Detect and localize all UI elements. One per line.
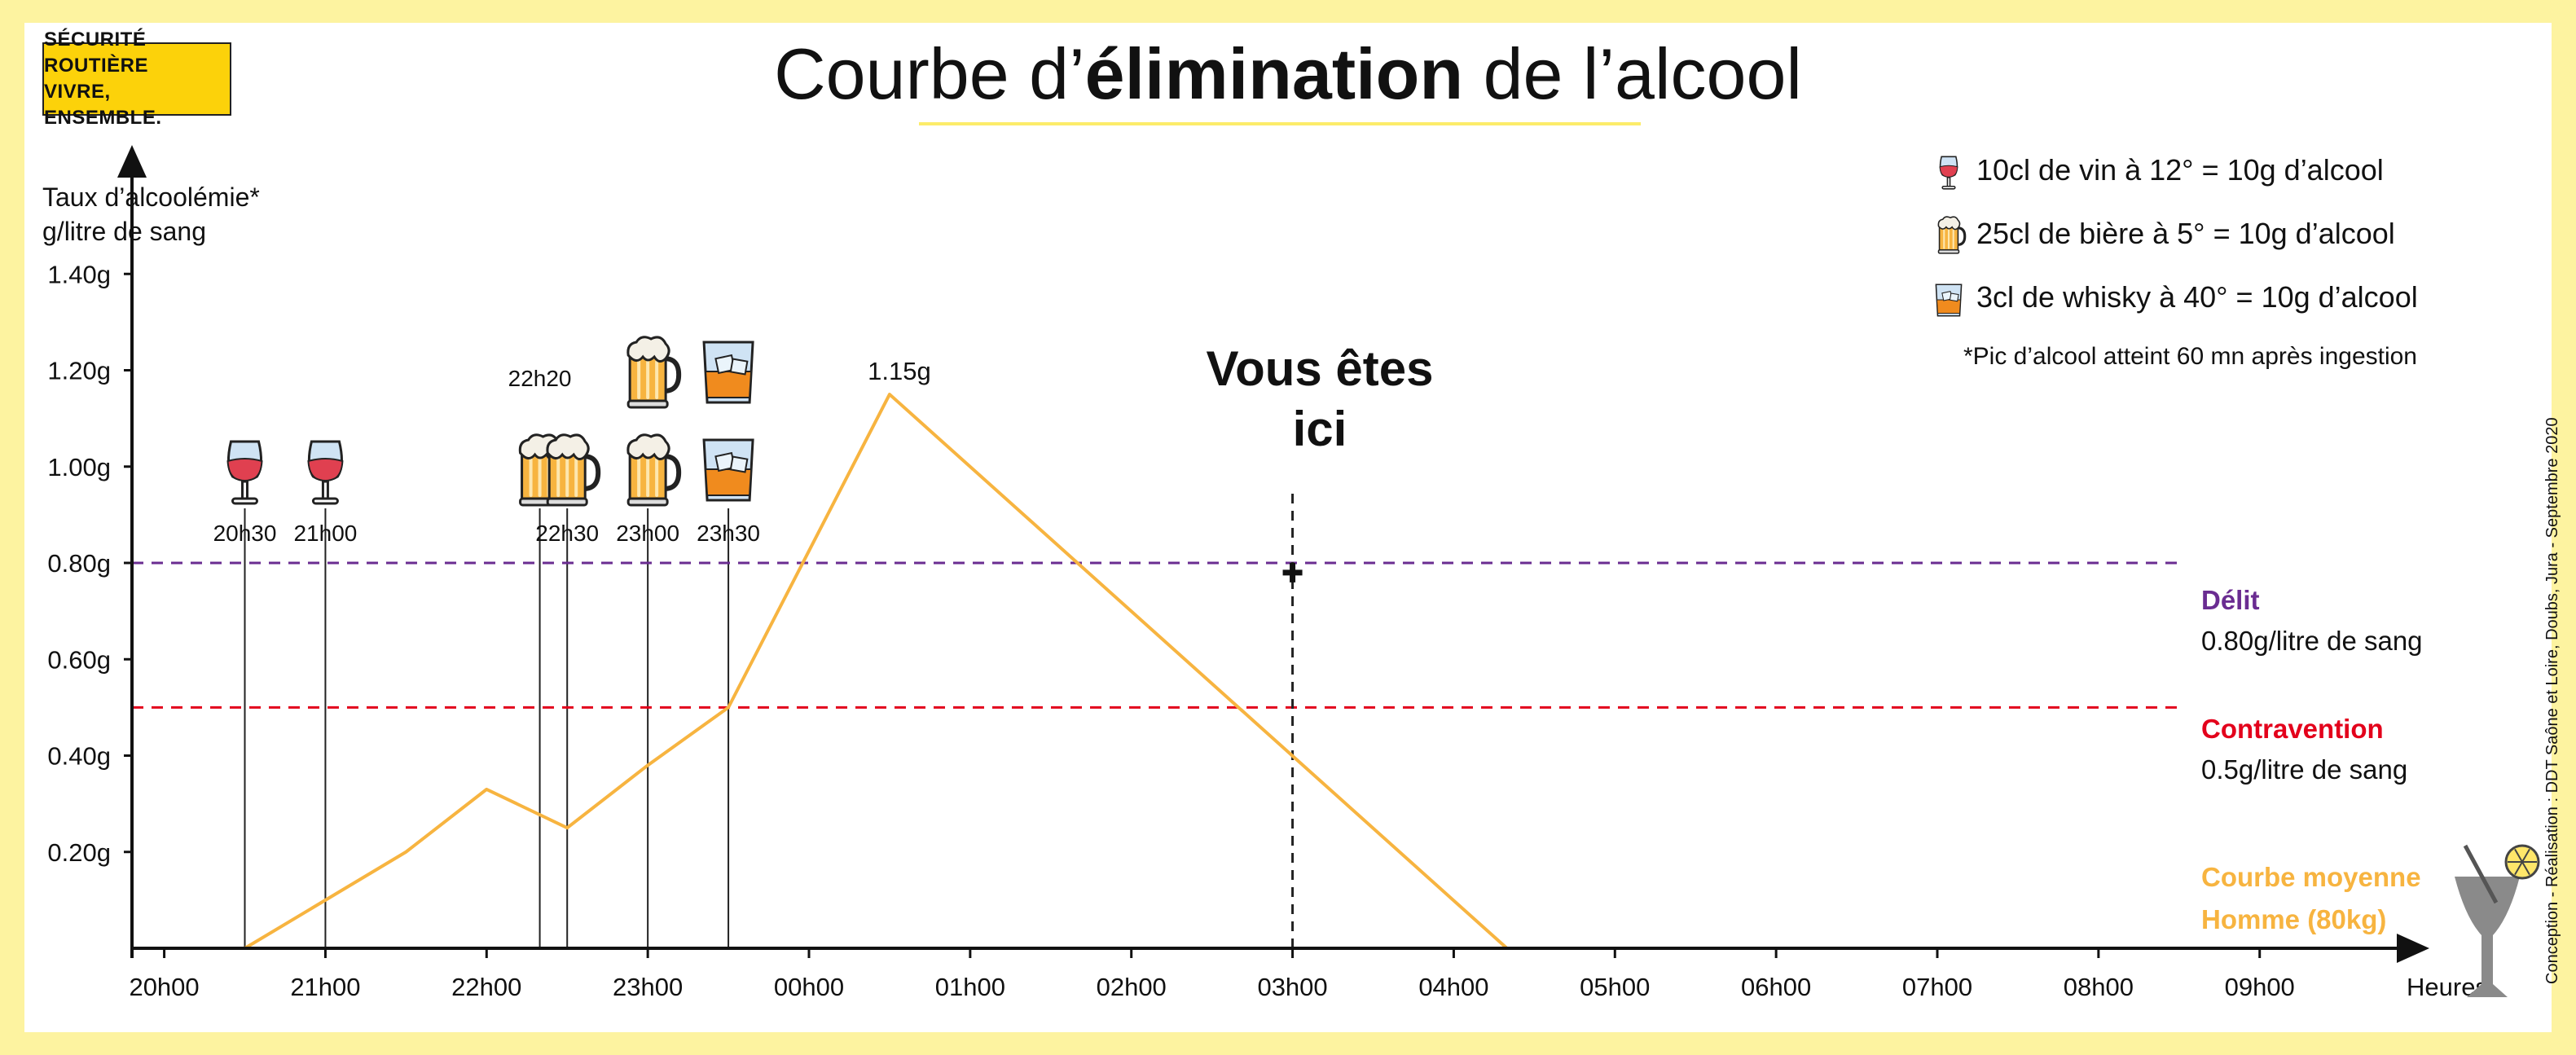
drink-time-label: 23h00	[616, 521, 679, 546]
wine-liquid	[1939, 165, 1958, 178]
peak-label: 1.15g	[868, 357, 931, 385]
cocktail-icon	[2455, 844, 2540, 997]
beer-mug-handle	[663, 356, 682, 393]
y-axis-label-line-2: g/litre de sang	[42, 217, 207, 246]
chart-title: Courbe d’élimination de l’alcool	[24, 33, 2552, 116]
whisky-ice-cube	[729, 455, 749, 473]
cocktail-straw	[2463, 844, 2499, 904]
lemon-segment	[2514, 848, 2530, 876]
drink-time-label: 21h00	[293, 521, 357, 546]
series-label-line-2: Homme (80kg)	[2201, 904, 2387, 934]
x-tick-label: 20h00	[129, 973, 199, 1001]
wine-glass-foot	[311, 497, 339, 505]
wine-legend-icon	[1939, 156, 1958, 190]
legend-beer: 25cl de bière à 5° = 10g d’alcool	[1976, 217, 2395, 250]
beer-icon	[626, 336, 682, 409]
delit-sublabel: 0.80g/litre de sang	[2201, 626, 2423, 656]
whisky-ice-cube	[729, 358, 749, 376]
y-axis-arrow	[117, 145, 147, 178]
x-tick-label: 01h00	[935, 973, 1005, 1001]
wine-glass-stem	[241, 480, 248, 501]
x-tick-label: 23h00	[613, 973, 683, 1001]
x-tick-label: 22h00	[451, 973, 521, 1001]
alcohol-elimination-chart: 0.20g 0.40g 0.60g 0.80g 1.00g 1.20g 1.40g 20h00…	[47, 145, 2540, 1001]
y-tick-label: 1.40g	[47, 260, 111, 288]
x-tick-label: 07h00	[1902, 973, 1972, 1001]
wine-glass-foot	[231, 497, 258, 505]
x-tick-label: 05h00	[1580, 973, 1650, 1001]
legend-wine: 10cl de vin à 12° = 10g d’alcool	[1976, 153, 2384, 187]
drink-time-label: 20h30	[213, 521, 277, 546]
peak-note: *Pic d’alcool atteint 60 mn après ingest…	[1963, 343, 2417, 370]
beer-mug-base	[626, 399, 669, 409]
beer-icon	[546, 433, 601, 507]
title-part-1: Courbe d’	[774, 33, 1085, 114]
beer-mug-base	[546, 497, 588, 507]
whisky-icon	[702, 438, 754, 502]
series-label-line-1: Courbe moyenne	[2201, 862, 2421, 892]
whisky-liquid	[1936, 299, 1962, 314]
logo-line-1: SÉCURITÉ ROUTIÈRE	[44, 29, 149, 77]
y-tick-label: 0.60g	[47, 645, 111, 674]
y-tick-label: 1.00g	[47, 453, 111, 481]
you-are-here-line-2: ici	[1292, 402, 1347, 456]
y-tick-label: 0.80g	[47, 549, 111, 578]
x-tick-label: 06h00	[1741, 973, 1811, 1001]
x-tick-label: 04h00	[1418, 973, 1488, 1001]
drink-time-label: 23h30	[697, 521, 760, 546]
beer-foam	[626, 433, 670, 460]
x-tick-label: 09h00	[2225, 973, 2295, 1001]
y-tick-label: 0.40g	[47, 742, 111, 771]
wine-liquid	[307, 458, 344, 481]
logo-line-2: VIVRE, ENSEMBLE.	[44, 81, 162, 129]
poster: 0.20g 0.40g 0.60g 0.80g 1.00g 1.20g 1.40g 20h00…	[24, 23, 2561, 1032]
wine-icon	[307, 440, 344, 505]
contravention-sublabel: 0.5g/litre de sang	[2201, 754, 2408, 785]
x-tick-label: 03h00	[1257, 973, 1327, 1001]
beer-mug-handle	[1957, 226, 1967, 247]
y-axis-label-line-1: Taux d’alcoolémie*	[42, 182, 260, 212]
x-tick-label: 00h00	[774, 973, 844, 1001]
y-tick-label: 0.20g	[47, 838, 111, 867]
drink-time-label: 22h30	[535, 521, 599, 546]
title-underline	[919, 122, 1641, 125]
wine-icon	[226, 440, 263, 505]
beer-mug-handle	[583, 454, 601, 491]
whisky-ice-cube	[1949, 292, 1959, 302]
whisky-icon	[702, 341, 754, 404]
beer-foam	[626, 336, 670, 363]
credit-text: Conception - Réalisation : DDT Saône et …	[2543, 417, 2561, 984]
you-are-here-line-1: Vous êtes	[1206, 341, 1434, 396]
x-tick-label: 08h00	[2064, 973, 2134, 1001]
whisky-liquid	[705, 468, 753, 496]
wine-liquid	[226, 458, 263, 481]
beer-foam	[1937, 216, 1961, 231]
title-bold-part: élimination	[1084, 33, 1464, 114]
legend-whisky: 3cl de whisky à 40° = 10g d’alcool	[1976, 280, 2418, 314]
wine-glass-stem	[321, 480, 329, 501]
y-tick-label: 1.20g	[47, 357, 111, 385]
delit-label: Délit	[2201, 585, 2260, 615]
series-line	[244, 393, 1509, 950]
whisky-legend-icon	[1935, 284, 1963, 317]
securite-routiere-logo: SÉCURITÉ ROUTIÈRE VIVRE, ENSEMBLE.	[42, 29, 231, 129]
x-axis-arrow	[2397, 934, 2429, 963]
beer-mug-base	[626, 497, 669, 507]
whisky-liquid	[705, 371, 753, 398]
you-are-here-marker	[1282, 562, 1303, 582]
drink-time-label: 22h20	[508, 366, 572, 391]
beer-legend-icon	[1937, 216, 1967, 254]
beer-foam	[546, 433, 590, 460]
beer-icon	[626, 433, 682, 507]
contravention-label: Contravention	[2201, 714, 2384, 744]
cocktail-glass	[2455, 877, 2520, 997]
wine-glass-stem	[1946, 177, 1951, 188]
x-tick-label: 21h00	[290, 973, 360, 1001]
x-tick-label: 02h00	[1097, 973, 1167, 1001]
wine-glass-foot	[1941, 185, 1956, 190]
beer-mug-base	[1937, 248, 1960, 254]
beer-mug-handle	[663, 454, 682, 491]
title-part-2: de l’alcool	[1463, 33, 1802, 114]
